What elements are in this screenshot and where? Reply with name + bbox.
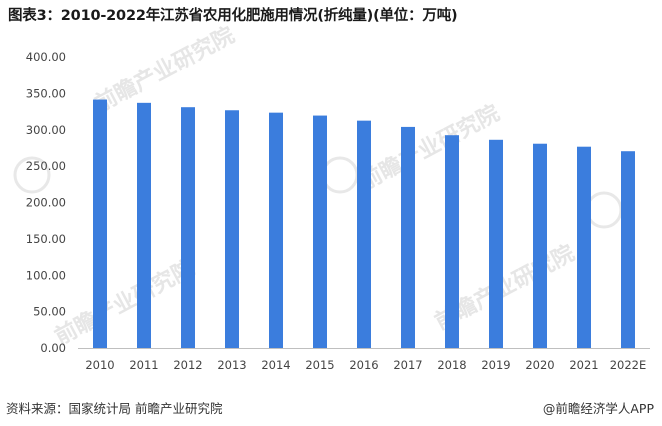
watermark-text: 前瞻产业研究院 xyxy=(356,100,504,195)
watermark-text: 前瞻产业研究院 xyxy=(51,255,199,350)
bar-2014 xyxy=(269,112,283,348)
x-tick-label: 2012 xyxy=(173,358,202,372)
brand-credit: @前瞻经济学人APP xyxy=(543,398,654,417)
bar-2017 xyxy=(401,126,415,348)
y-tick-label: 250.00 xyxy=(26,159,66,173)
bar-2020 xyxy=(533,143,547,348)
x-tick-label: 2018 xyxy=(437,358,466,372)
bar-2021 xyxy=(577,146,591,348)
y-tick-label: 350.00 xyxy=(26,86,66,100)
x-axis: 2010 2011 2012 2013 2014 2015 2016 2017 2018 2019… xyxy=(85,358,646,372)
watermark-logo-icon xyxy=(585,191,623,229)
x-tick-label: 2014 xyxy=(261,358,290,372)
source-note: 资料来源：国家统计局 前瞻产业研究院 xyxy=(6,401,223,416)
bar-2010 xyxy=(93,99,107,348)
bar-2015 xyxy=(313,115,327,348)
bar-2013 xyxy=(225,110,239,349)
bar-2022E xyxy=(621,151,635,348)
bars xyxy=(93,99,635,349)
x-tick-label: 2011 xyxy=(129,358,158,372)
y-tick-label: 200.00 xyxy=(26,196,66,210)
x-tick-label: 2020 xyxy=(525,358,554,372)
x-tick-label: 2019 xyxy=(481,358,510,372)
x-tick-label: 2022E xyxy=(610,358,647,372)
bar-2012 xyxy=(181,107,195,348)
y-axis: 0.00 50.00 100.00 150.00 200.00 250.00 300.00 3… xyxy=(26,50,66,355)
x-tick-label: 2013 xyxy=(217,358,246,372)
x-tick-label: 2015 xyxy=(305,358,334,372)
bar-2011 xyxy=(137,102,151,349)
watermark-text: 前瞻产业研究院 xyxy=(91,22,239,117)
x-tick-label: 2010 xyxy=(85,358,114,372)
bar-2018 xyxy=(445,135,459,348)
x-tick-label: 2021 xyxy=(569,358,598,372)
y-tick-label: 100.00 xyxy=(26,268,66,282)
y-tick-label: 400.00 xyxy=(26,50,66,64)
x-tick-label: 2017 xyxy=(393,358,422,372)
x-tick-label: 2016 xyxy=(349,358,378,372)
chart-title: 图表3：2010-2022年江苏省农用化肥施用情况(折纯量)(单位：万吨) xyxy=(8,8,458,24)
y-tick-label: 50.00 xyxy=(33,305,66,319)
y-tick-label: 0.00 xyxy=(40,341,66,355)
y-tick-label: 300.00 xyxy=(26,123,66,137)
watermark-logo-icon xyxy=(321,156,359,194)
brand-credit-text: @前瞻经济学人APP xyxy=(542,401,654,416)
bar-2016 xyxy=(357,120,371,348)
y-tick-label: 150.00 xyxy=(26,232,66,246)
watermark-logo-icon xyxy=(13,156,51,194)
bar-2019 xyxy=(489,139,503,348)
